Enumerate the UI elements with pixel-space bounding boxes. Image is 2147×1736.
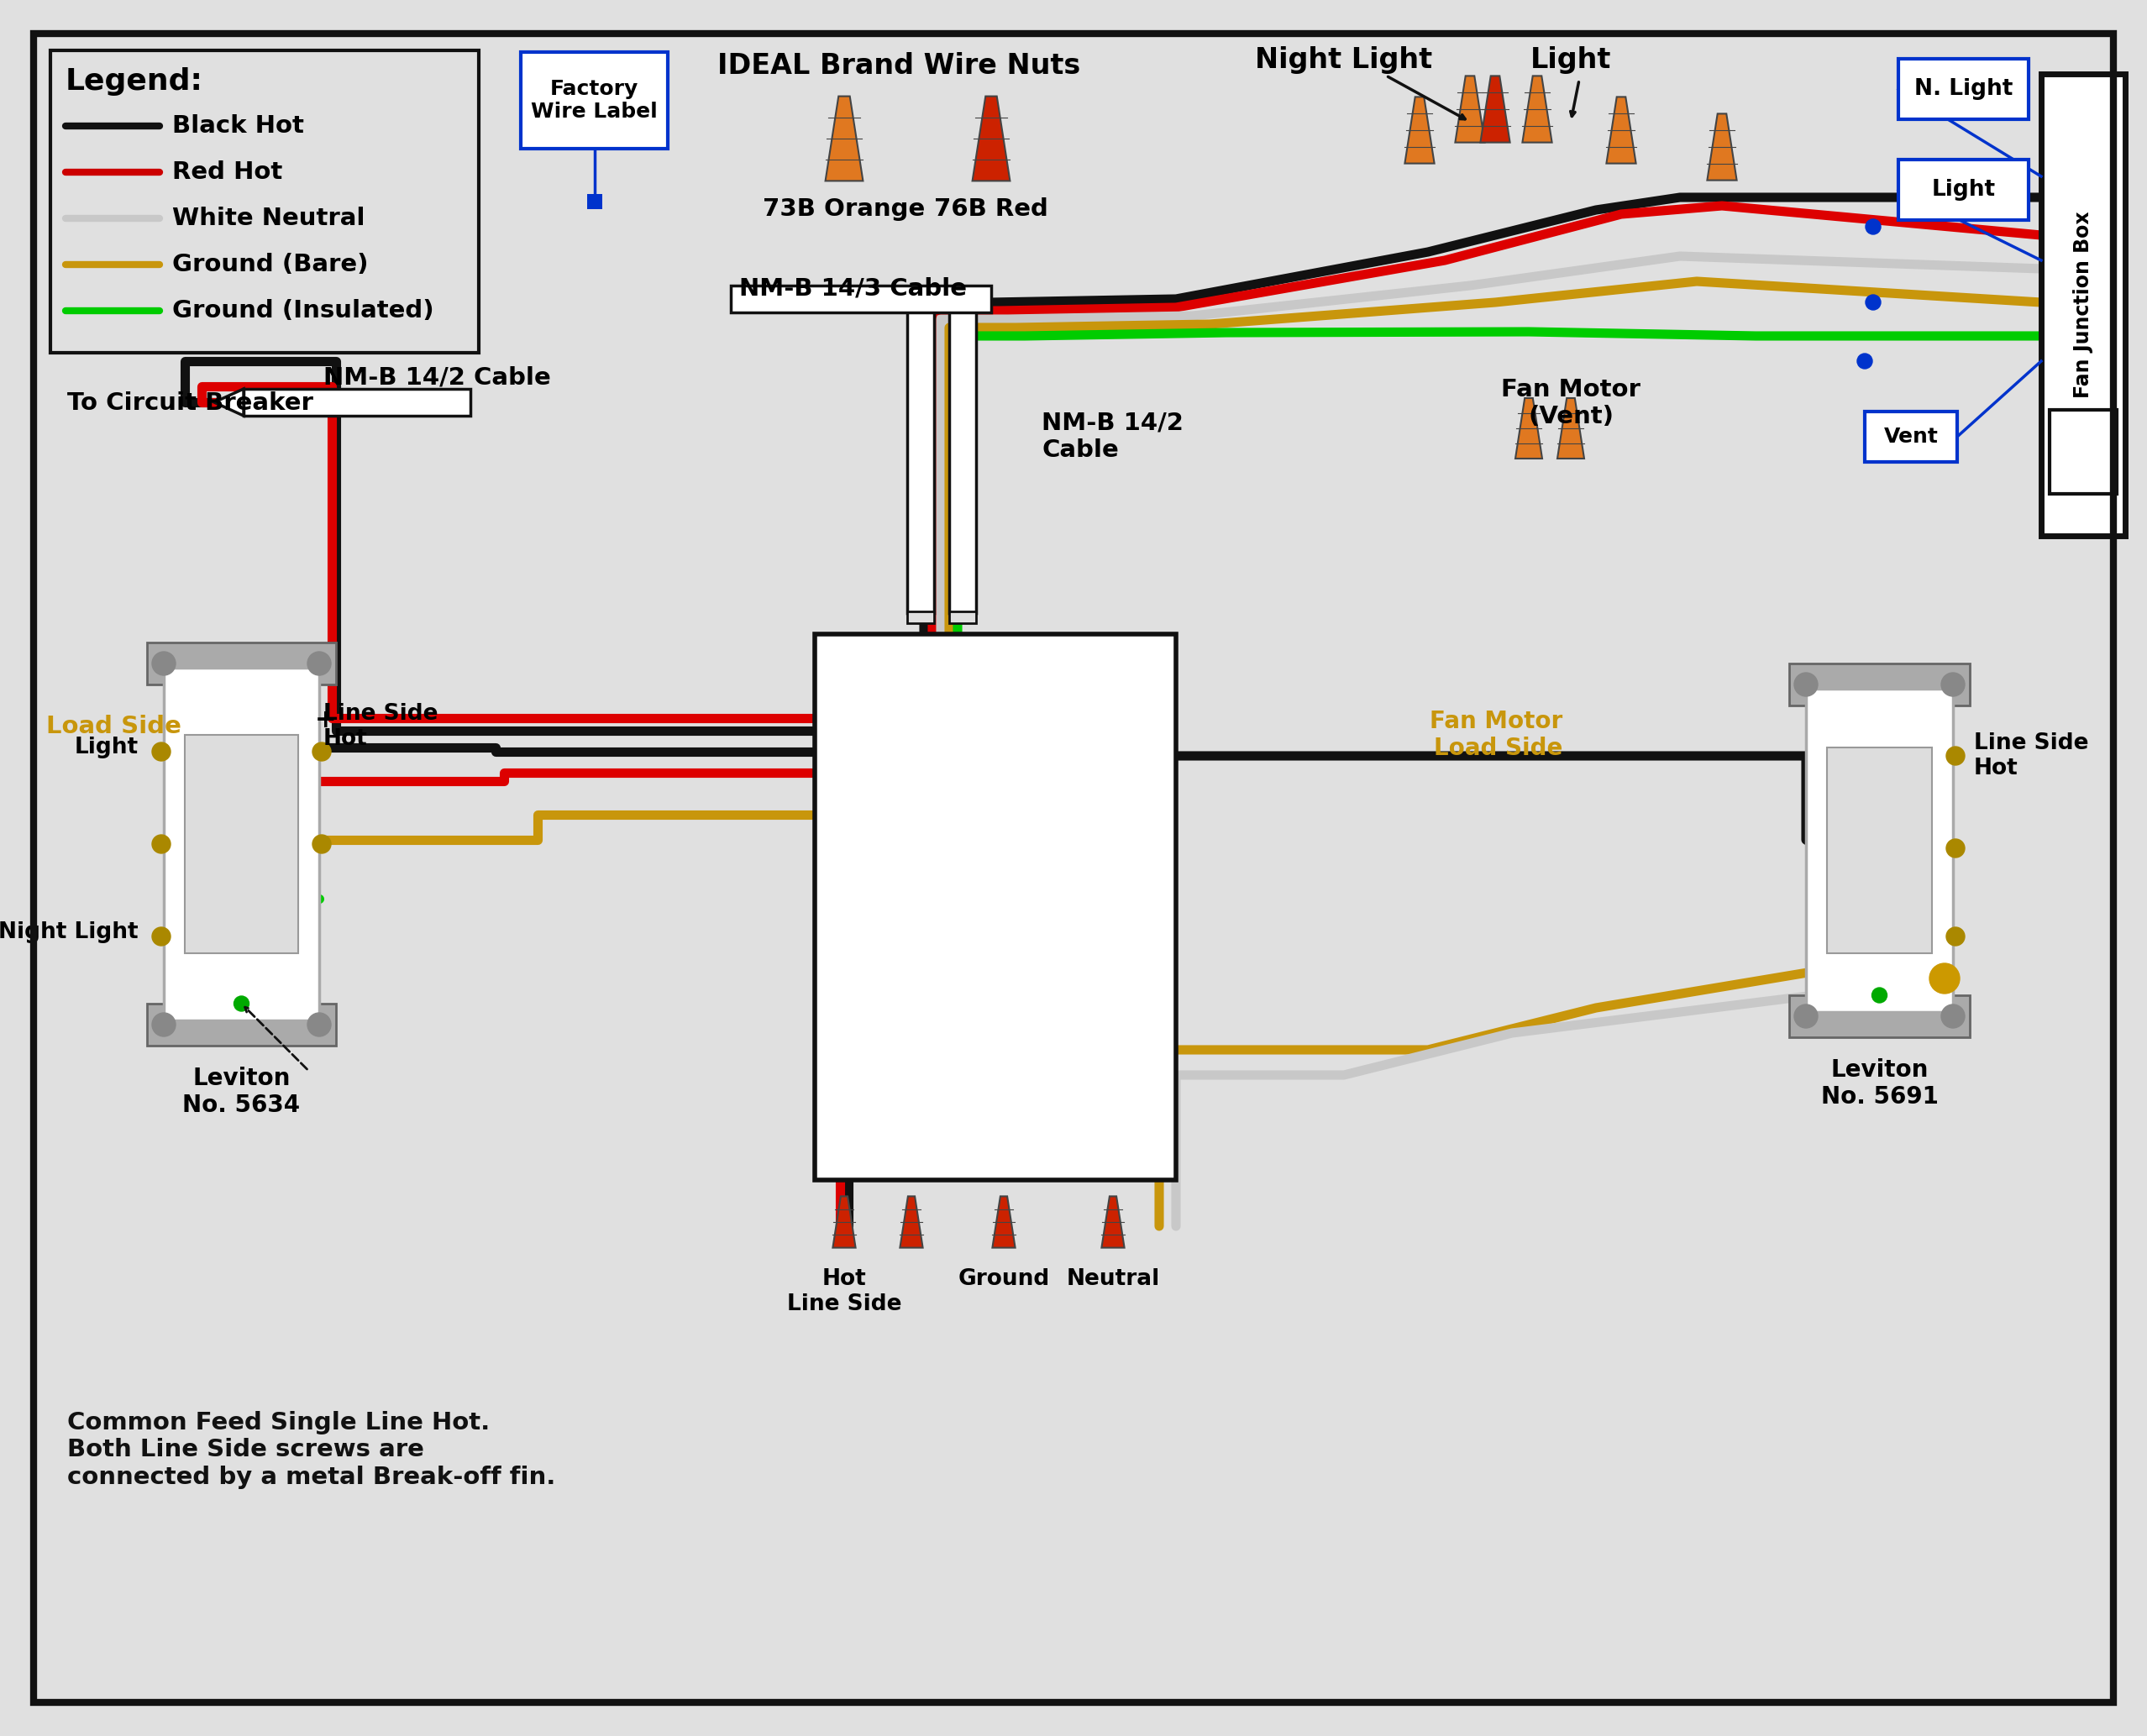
Text: Red Hot: Red Hot	[172, 160, 283, 184]
Polygon shape	[833, 1196, 857, 1248]
Text: Factory
Wire Label: Factory Wire Label	[530, 78, 657, 122]
Text: N. Light: N. Light	[1915, 78, 2012, 101]
Text: Night Light: Night Light	[0, 922, 140, 943]
Bar	[1806, 689, 1954, 1012]
Bar	[49, 50, 479, 352]
Polygon shape	[1404, 97, 1434, 163]
Circle shape	[152, 1012, 176, 1036]
Bar	[1898, 160, 2029, 220]
Polygon shape	[1522, 76, 1552, 142]
Circle shape	[307, 651, 331, 675]
Bar	[1827, 748, 1932, 953]
Polygon shape	[1101, 1196, 1125, 1248]
Text: Light: Light	[1531, 47, 1610, 75]
Text: Neutral: Neutral	[1067, 1269, 1159, 1290]
Text: Leviton
No. 5691: Leviton No. 5691	[1821, 1059, 1939, 1109]
Circle shape	[152, 835, 170, 854]
Text: NM-B 14/2 Cable: NM-B 14/2 Cable	[324, 366, 552, 389]
Text: Common Feed Single Line Hot.
Both Line Side screws are
connected by a metal Brea: Common Feed Single Line Hot. Both Line S…	[67, 1411, 556, 1489]
Polygon shape	[1707, 115, 1737, 181]
Bar	[185, 734, 298, 953]
Bar	[522, 52, 668, 149]
Text: Fan Junction Box: Fan Junction Box	[2074, 212, 2093, 398]
Bar	[2042, 75, 2126, 536]
Polygon shape	[973, 95, 1009, 181]
Bar	[908, 611, 934, 623]
Circle shape	[1872, 988, 1887, 1003]
Text: NM-B 14/2
Cable: NM-B 14/2 Cable	[1041, 411, 1183, 462]
Circle shape	[234, 996, 249, 1010]
Circle shape	[1866, 295, 1881, 311]
Text: Legend:: Legend:	[67, 68, 204, 95]
Circle shape	[1795, 674, 1819, 696]
Text: Hot
Line Side: Hot Line Side	[786, 1269, 902, 1316]
Bar	[730, 285, 992, 312]
Text: Line Side
Hot: Line Side Hot	[324, 703, 438, 750]
Text: +: +	[316, 708, 337, 733]
Bar	[163, 668, 320, 1021]
Text: Light: Light	[1932, 179, 1995, 201]
Text: Ground: Ground	[958, 1269, 1050, 1290]
Polygon shape	[992, 1196, 1016, 1248]
Text: Black Hot: Black Hot	[172, 115, 305, 137]
Polygon shape	[1456, 76, 1486, 142]
Polygon shape	[1481, 76, 1509, 142]
Circle shape	[152, 743, 170, 760]
Circle shape	[1945, 746, 1965, 766]
Circle shape	[1866, 219, 1881, 234]
Circle shape	[313, 835, 331, 854]
Text: 76B Red: 76B Red	[934, 198, 1048, 220]
Text: Load Side: Load Side	[47, 715, 180, 738]
Bar	[243, 389, 470, 415]
Polygon shape	[1557, 398, 1584, 458]
Text: Light: Light	[75, 736, 140, 759]
Circle shape	[1945, 927, 1965, 946]
Text: Ground (Bare): Ground (Bare)	[172, 253, 369, 276]
Polygon shape	[215, 389, 243, 415]
Text: Ground (Insulated): Ground (Insulated)	[172, 299, 434, 323]
Bar	[814, 634, 1177, 1180]
Bar	[908, 293, 934, 613]
Text: NM-B 14/3 Cable: NM-B 14/3 Cable	[739, 278, 966, 300]
Bar	[949, 311, 977, 613]
Polygon shape	[900, 1196, 923, 1248]
Text: Line Side
Hot: Line Side Hot	[1973, 733, 2089, 779]
Circle shape	[1941, 1005, 1965, 1028]
Text: White Neutral: White Neutral	[172, 207, 365, 231]
Circle shape	[1795, 1005, 1819, 1028]
Circle shape	[1941, 674, 1965, 696]
Circle shape	[152, 927, 170, 946]
Text: 73B Orange: 73B Orange	[762, 198, 925, 220]
Text: Fan Motor
(Vent): Fan Motor (Vent)	[1501, 378, 1640, 429]
Polygon shape	[1606, 97, 1636, 163]
Polygon shape	[1516, 398, 1542, 458]
Bar	[146, 642, 335, 684]
Circle shape	[1945, 838, 1965, 858]
Circle shape	[1930, 963, 1960, 993]
Circle shape	[152, 651, 176, 675]
Bar	[146, 1003, 335, 1045]
Text: Vent: Vent	[1883, 427, 1939, 446]
Text: To Circuit Breaker: To Circuit Breaker	[67, 391, 313, 415]
Bar	[1788, 995, 1969, 1036]
Text: Night Light: Night Light	[1256, 47, 1432, 75]
Polygon shape	[824, 95, 863, 181]
Bar	[1788, 663, 1969, 705]
Bar	[1866, 411, 1958, 462]
Bar	[949, 611, 977, 623]
Bar	[1898, 59, 2029, 120]
Text: Fan Motor
Load Side: Fan Motor Load Side	[1430, 710, 1563, 760]
Circle shape	[1857, 354, 1872, 368]
Bar	[586, 194, 601, 208]
Text: Leviton
No. 5634: Leviton No. 5634	[182, 1066, 301, 1118]
Text: IDEAL Brand Wire Nuts: IDEAL Brand Wire Nuts	[717, 52, 1080, 80]
Circle shape	[313, 743, 331, 760]
Bar	[2050, 410, 2117, 493]
Circle shape	[307, 1012, 331, 1036]
